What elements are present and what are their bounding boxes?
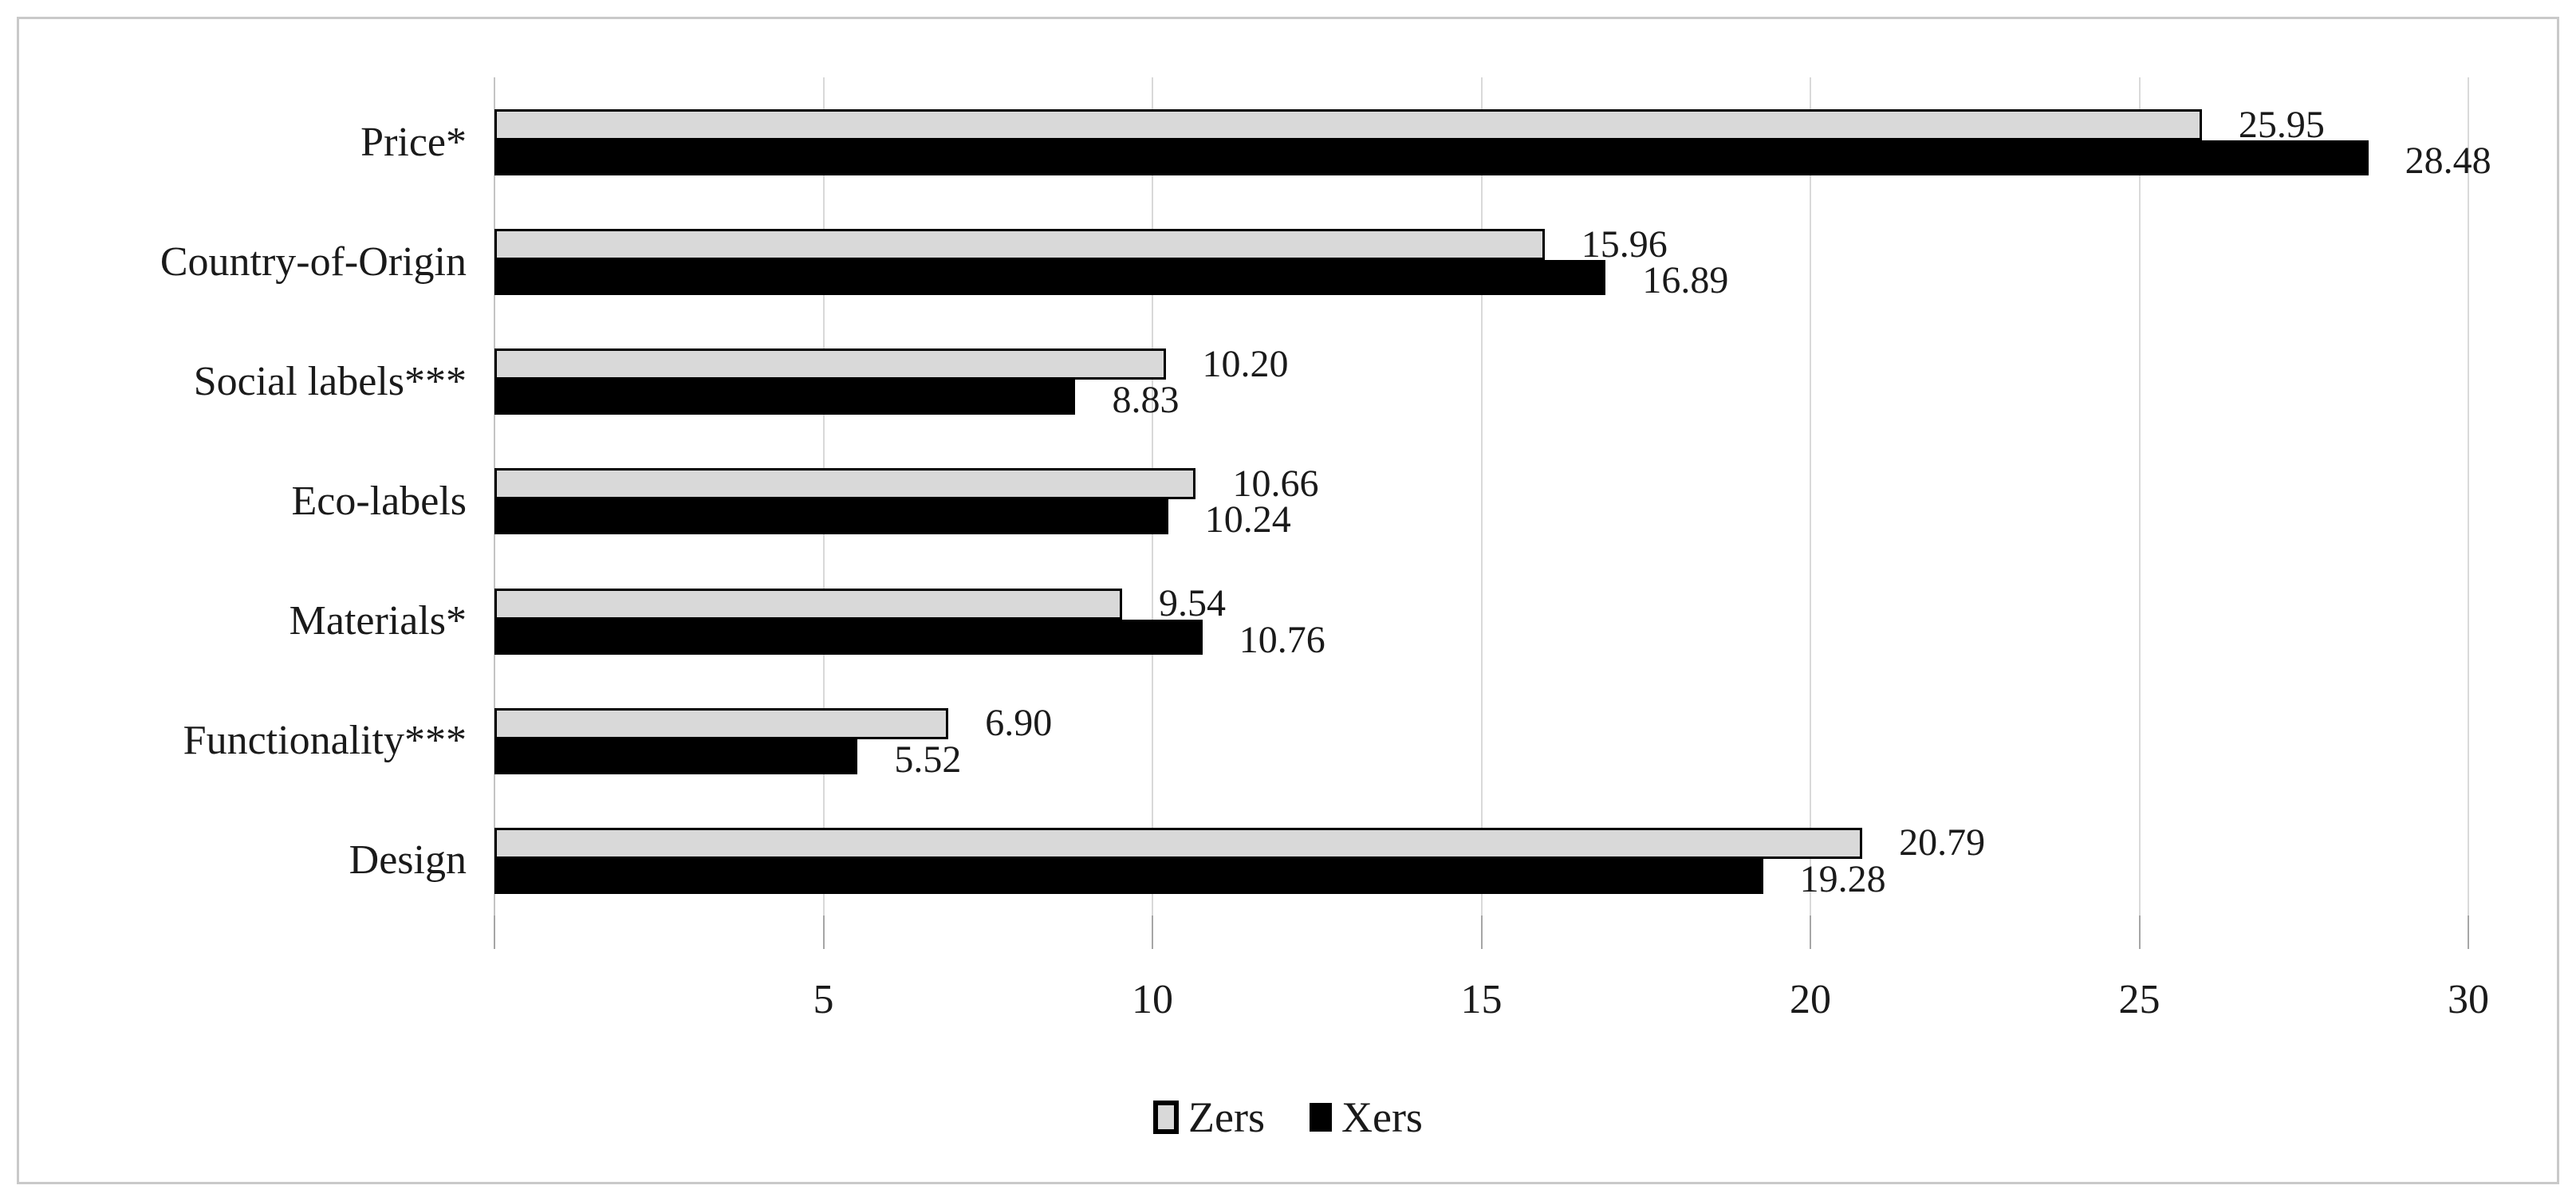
x-tickmark-10 [1152, 916, 1153, 949]
legend-swatch-zers-icon [1153, 1101, 1180, 1134]
x-tick-label-15: 15 [1460, 977, 1503, 1022]
category-label-price: Price* [360, 119, 467, 165]
legend-item-zers: Zers [1153, 1094, 1265, 1140]
value-label-xers-functionality: 5.52 [894, 738, 962, 781]
chart-frame [17, 17, 2559, 1184]
category-label-social-labels: Social labels*** [193, 358, 467, 404]
bar-zers-price [494, 109, 2202, 140]
value-label-zers-materials: 9.54 [1159, 582, 1227, 625]
x-tick-label-10: 10 [1132, 977, 1173, 1022]
x-tickmark-0 [494, 916, 495, 949]
bar-zers-social-labels [494, 348, 1166, 380]
category-label-design: Design [349, 837, 467, 884]
value-label-xers-design: 19.28 [1799, 857, 1886, 900]
x-tick-label-20: 20 [1790, 977, 1831, 1022]
gridline-25 [2138, 77, 2141, 916]
value-label-xers-eco-labels: 10.24 [1204, 498, 1291, 541]
category-label-materials: Materials* [289, 598, 467, 644]
x-tickmark-15 [1480, 916, 1483, 949]
value-label-zers-price: 25.95 [2238, 103, 2325, 146]
bar-xers-eco-labels [494, 499, 1168, 535]
bar-zers-eco-labels [494, 468, 1196, 500]
legend: Zers Xers [0, 1094, 2576, 1140]
bar-zers-materials [494, 588, 1123, 620]
gridline-30 [2468, 77, 2469, 916]
value-label-zers-functionality: 6.90 [985, 702, 1053, 745]
bar-xers-design [494, 858, 1763, 894]
category-label-eco-labels: Eco-labels [291, 478, 467, 524]
bar-xers-country-of-origin [494, 260, 1606, 296]
x-tickmark-5 [822, 916, 825, 949]
x-tick-label-25: 25 [2118, 977, 2160, 1022]
legend-label-xers: Xers [1341, 1093, 1423, 1141]
bar-xers-materials [494, 619, 1203, 655]
bar-xers-functionality [494, 738, 858, 774]
legend-item-xers: Xers [1309, 1093, 1423, 1141]
category-label-functionality: Functionality*** [183, 718, 467, 764]
value-label-zers-design: 20.79 [1899, 821, 1986, 864]
x-tick-label-5: 5 [813, 977, 834, 1022]
x-tickmark-25 [2138, 916, 2141, 949]
value-label-zers-country-of-origin: 15.96 [1581, 222, 1668, 266]
plot-area [494, 77, 2469, 949]
value-label-zers-social-labels: 10.20 [1202, 342, 1289, 385]
bar-zers-country-of-origin [494, 229, 1545, 261]
x-tickmark-30 [2468, 916, 2469, 949]
bar-xers-price [494, 140, 2369, 175]
value-label-zers-eco-labels: 10.66 [1232, 462, 1319, 505]
gridline-15 [1480, 77, 1483, 916]
x-tickmark-20 [1810, 916, 1811, 949]
legend-swatch-xers-icon [1309, 1103, 1332, 1132]
legend-label-zers: Zers [1188, 1093, 1265, 1141]
value-label-xers-price: 28.48 [2405, 140, 2491, 182]
value-label-xers-materials: 10.76 [1239, 618, 1325, 661]
category-label-country-of-origin: Country-of-Origin [160, 238, 467, 285]
bar-zers-design [494, 827, 1863, 859]
bar-xers-social-labels [494, 380, 1076, 415]
value-label-xers-social-labels: 8.83 [1112, 379, 1180, 422]
gridline-20 [1810, 77, 1811, 916]
bar-zers-functionality [494, 707, 949, 739]
x-tick-label-30: 30 [2448, 977, 2489, 1022]
value-label-xers-country-of-origin: 16.89 [1642, 259, 1729, 302]
